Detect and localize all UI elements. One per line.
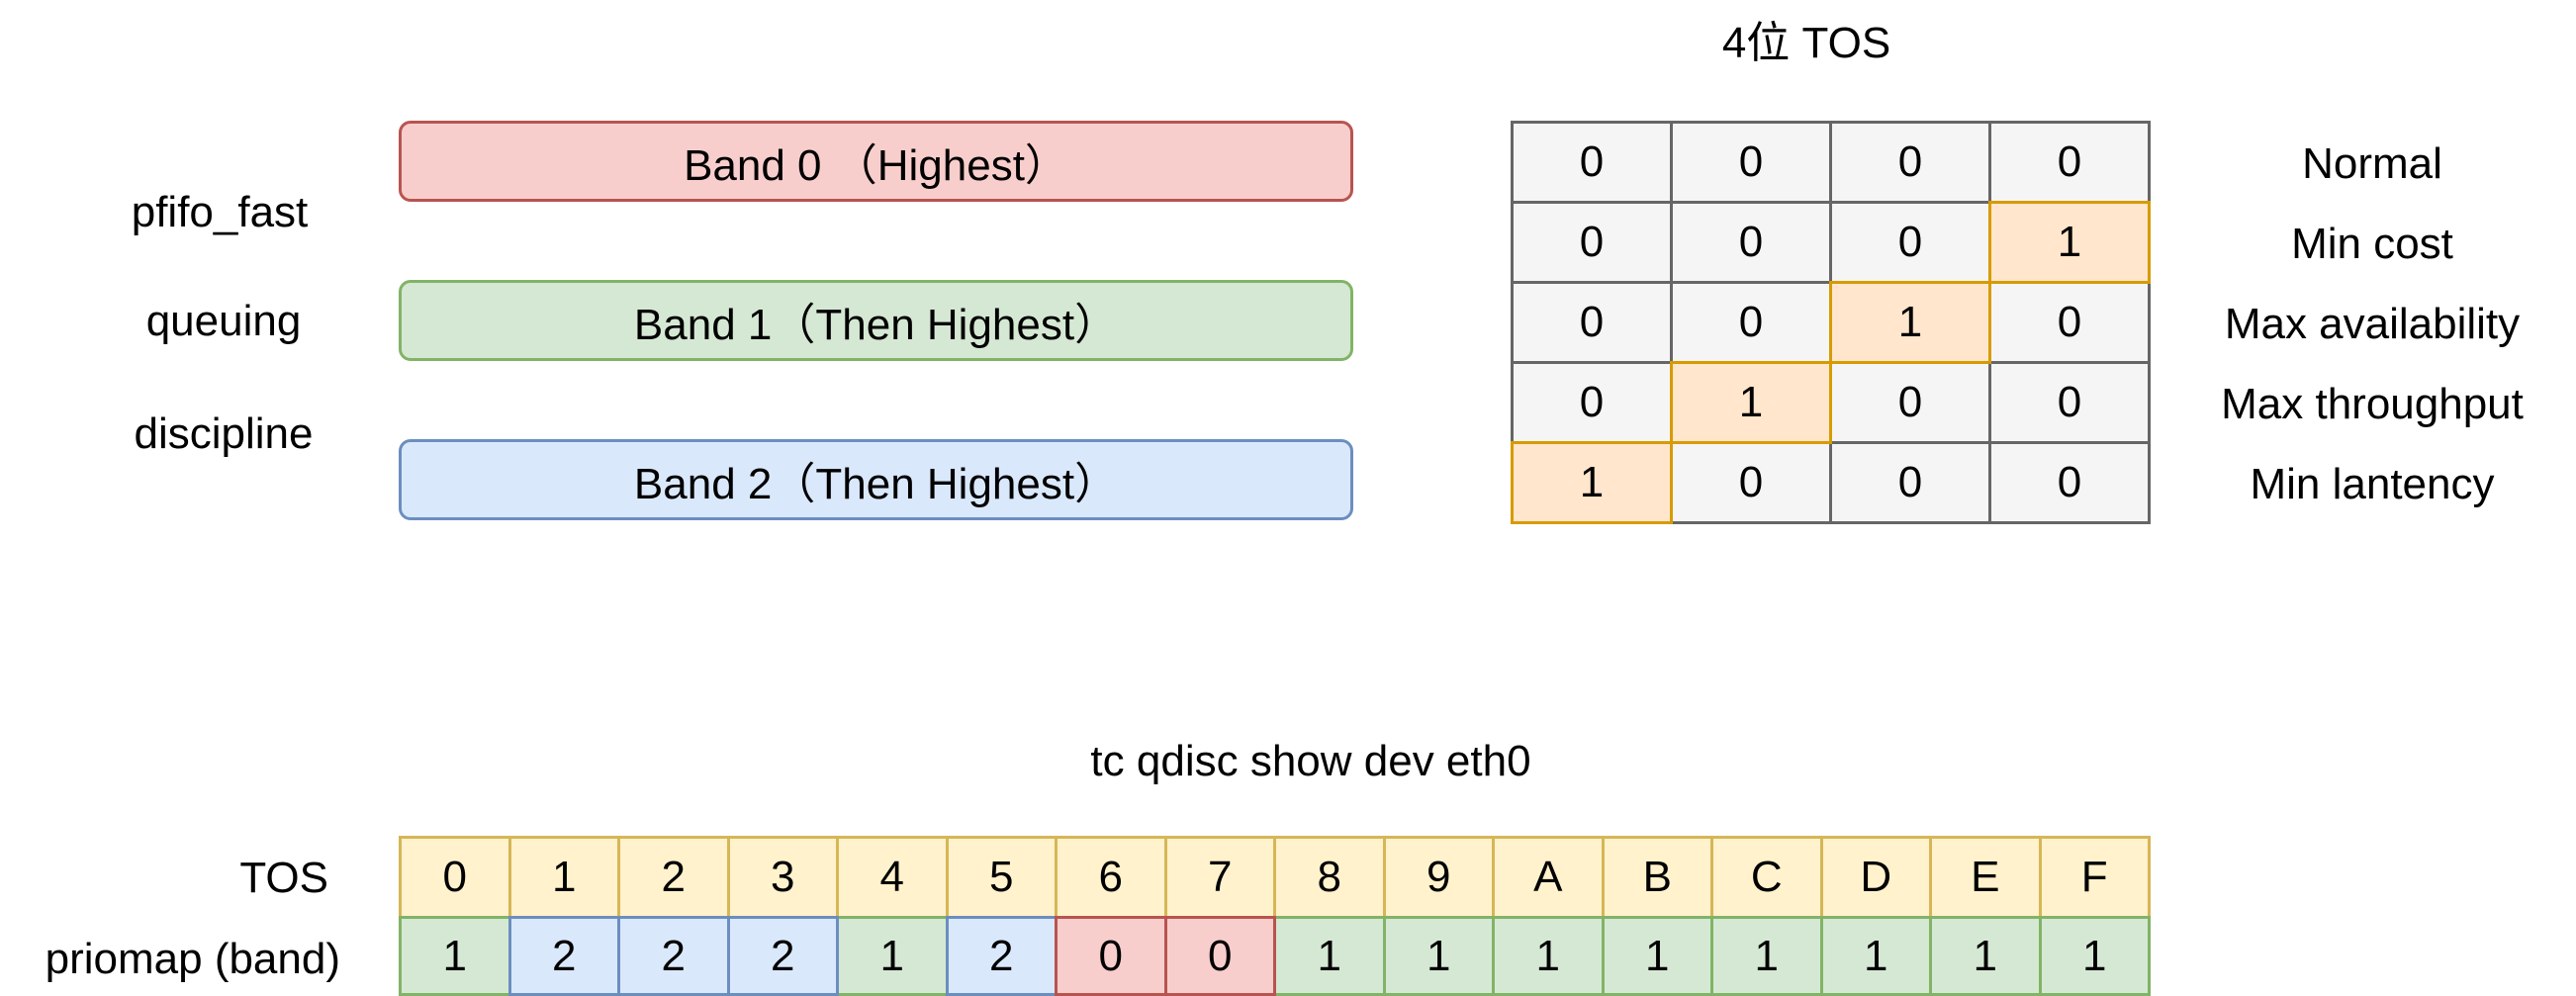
priomap-band-cell: 1 [1382,916,1495,996]
priomap-tos-cell: B [1601,836,1713,919]
priomap-band-cell: 1 [836,916,949,996]
tos-bit-cell: 0 [1829,121,1991,204]
priomap-band-cell: 2 [507,916,620,996]
tos-bit-cell: 0 [1670,281,1832,364]
priomap-tos-cell: 2 [617,836,730,919]
priomap-tos-cell: 9 [1382,836,1495,919]
priomap-tos-cell: F [2038,836,2151,919]
priomap-tos-cell: A [1492,836,1605,919]
tos-bit-cell: 0 [1511,361,1673,444]
tos-bit-cell: 0 [1988,121,2151,204]
tos-bit-cell: 0 [1988,361,2151,444]
priomap-band-cell: 0 [1163,916,1276,996]
tos-row-label: Min cost [2291,220,2453,268]
priomap-tos-cell: E [1929,836,2042,919]
qdisc-label-line2: queuing [145,297,302,345]
priomap-tos-row-label: TOS [239,854,328,902]
priomap-tos-cell: C [1710,836,1823,919]
priomap-band-cell: 1 [1273,916,1386,996]
tos-bit-cell: 1 [1988,201,2151,284]
tos-bit-cell: 0 [1829,201,1991,284]
priomap-tos-cell: 4 [836,836,949,919]
priomap-band-cell: 1 [399,916,511,996]
priomap-band-cell: 2 [726,916,839,996]
tos-bit-cell: 0 [1511,281,1673,364]
tos-bit-cell: 0 [1511,121,1673,204]
tos-row-label: Max availability [2224,300,2521,348]
priomap-band-cell: 1 [1929,916,2042,996]
tos-bit-cell: 1 [1670,361,1832,444]
tos-row-label: Normal [2302,139,2442,188]
priomap-tos-cell: 1 [507,836,620,919]
priomap-tos-cell: 3 [726,836,839,919]
priomap-band-cell: 1 [1601,916,1713,996]
priomap-band-cell: 1 [1710,916,1823,996]
priomap-tos-cell: 0 [399,836,511,919]
band-1: Band 1（Then Highest） [399,280,1353,361]
priomap-band-row-label: priomap (band) [45,935,340,983]
tos-row-label: Max throughput [2221,380,2524,428]
tos-table-title: 4位 TOS [1721,19,1891,67]
tos-bit-cell: 1 [1511,441,1673,524]
priomap-tos-cell: 8 [1273,836,1386,919]
tos-bit-cell: 0 [1829,441,1991,524]
tos-bit-cell: 0 [1670,121,1832,204]
priomap-band-cell: 0 [1055,916,1167,996]
priomap-band-cell: 2 [617,916,730,996]
priomap-band-cell: 1 [1819,916,1932,996]
tos-bit-cell: 0 [1988,281,2151,364]
qdisc-label-line3: discipline [134,409,314,458]
tos-bit-cell: 0 [1988,441,2151,524]
priomap-band-cell: 2 [945,916,1058,996]
band-2: Band 2（Then Highest） [399,439,1353,520]
priomap-tos-cell: D [1819,836,1932,919]
tos-row-label: Min lantency [2250,460,2495,508]
tos-bit-cell: 1 [1829,281,1991,364]
priomap-tos-cell: 6 [1055,836,1167,919]
tos-bit-cell: 0 [1511,201,1673,284]
tos-bit-cell: 0 [1670,201,1832,284]
priomap-band-cell: 1 [1492,916,1605,996]
priomap-title: tc qdisc show dev eth0 [1090,737,1531,785]
priomap-band-cell: 1 [2038,916,2151,996]
tos-bit-cell: 0 [1670,441,1832,524]
band-0: Band 0 （Highest） [399,121,1353,202]
tos-bit-cell: 0 [1829,361,1991,444]
priomap-tos-cell: 7 [1163,836,1276,919]
priomap-tos-cell: 5 [945,836,1058,919]
qdisc-label-line1: pfifo_fast [131,188,309,236]
